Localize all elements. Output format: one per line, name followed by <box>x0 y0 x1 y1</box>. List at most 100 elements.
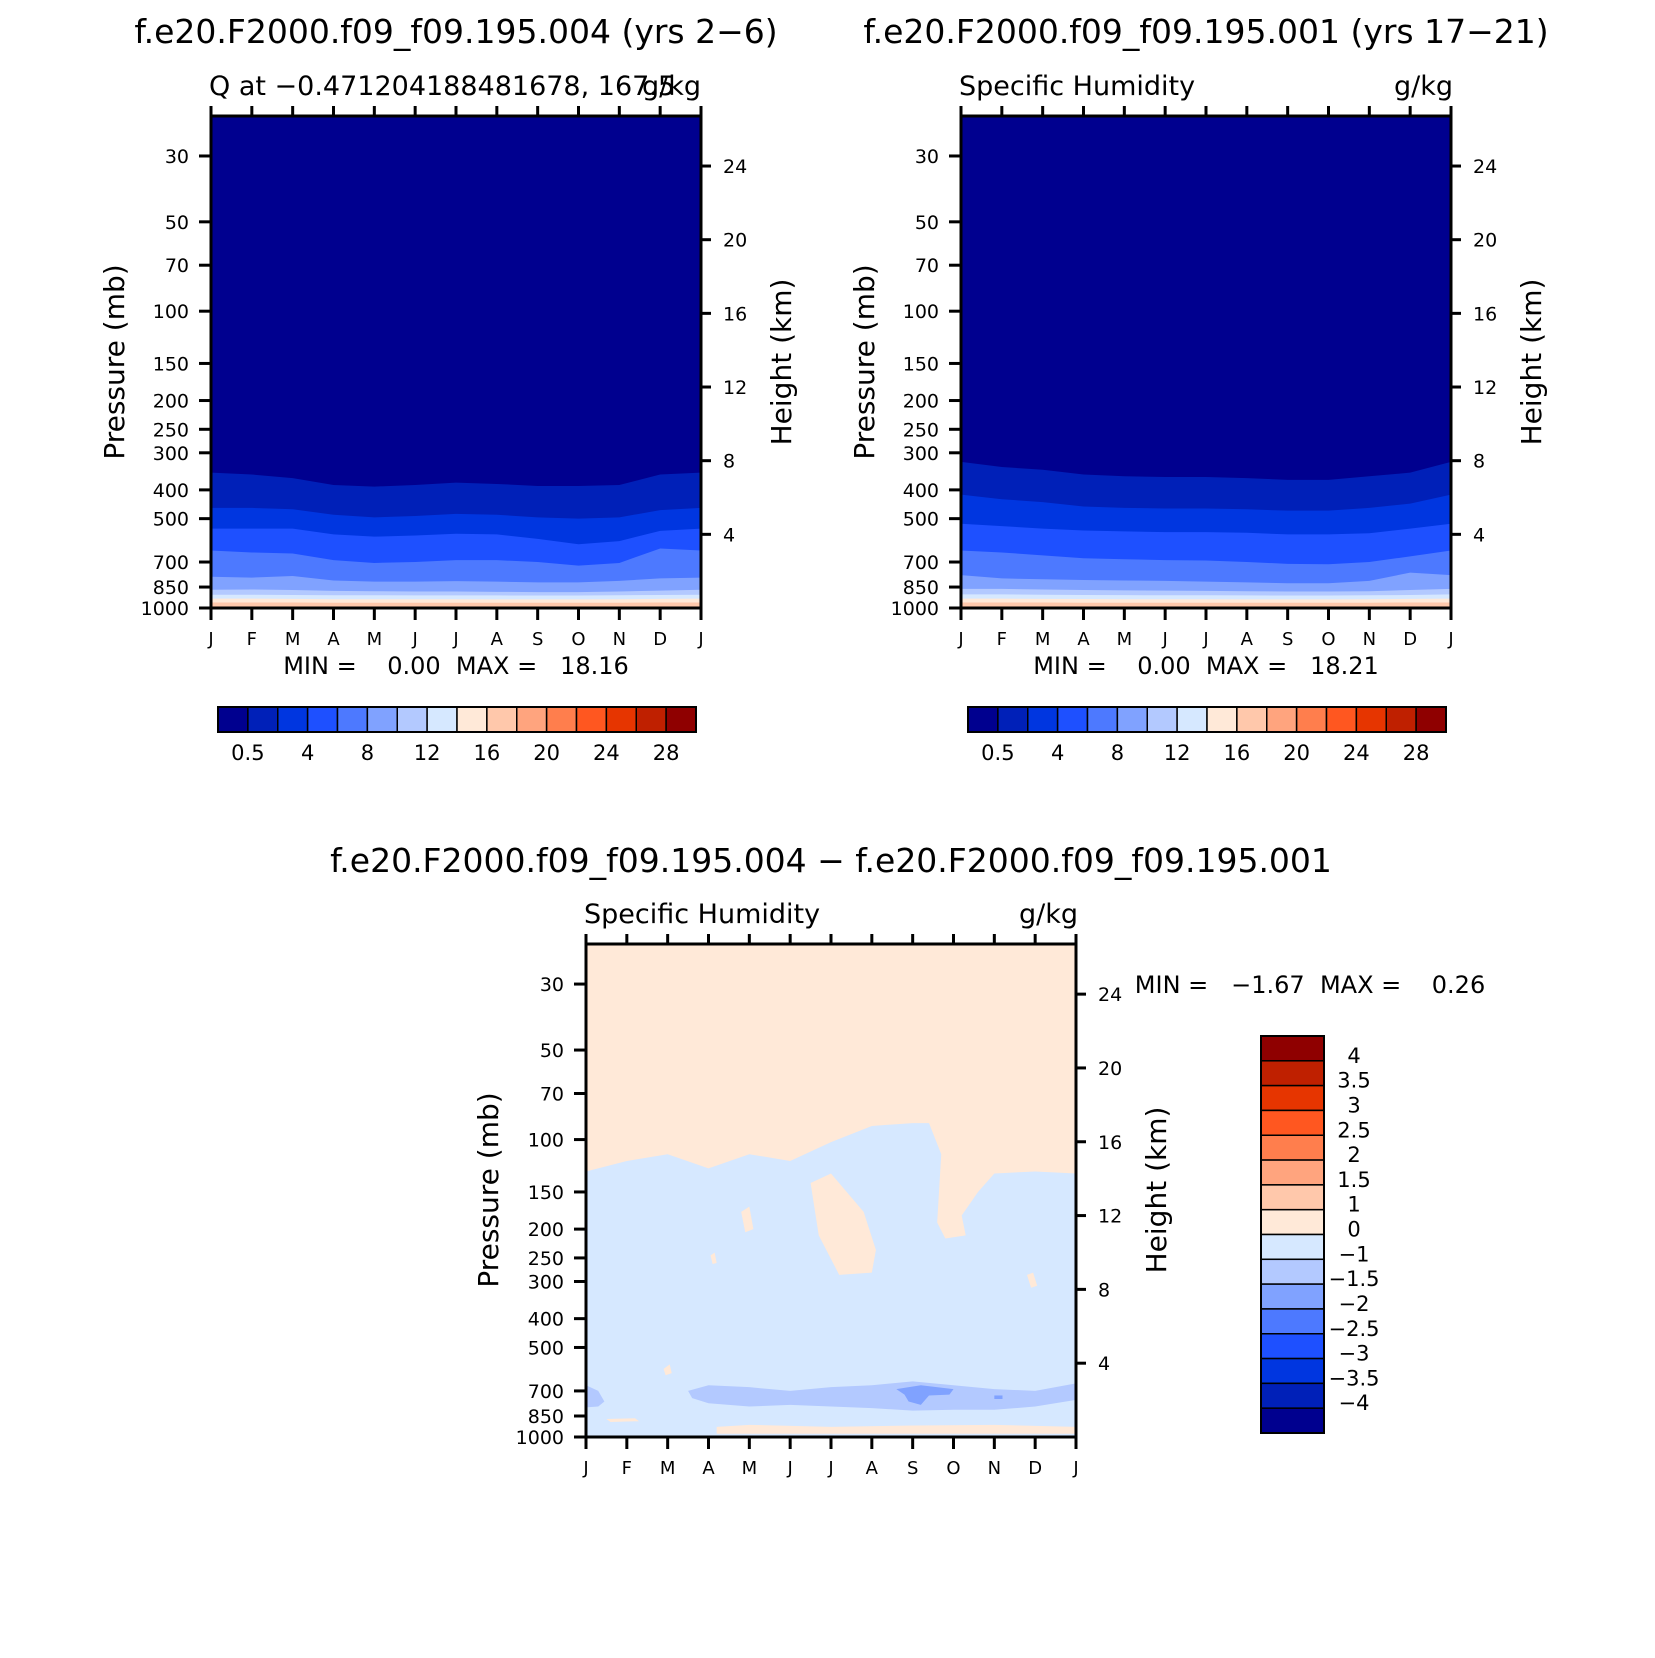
panel2-colorbar-box-1 <box>997 706 1029 733</box>
panel2-colorbar-box-3 <box>1056 706 1089 733</box>
panel1-xtick-label-3: A <box>327 629 340 650</box>
panel2-ptick-label-150: 150 <box>903 353 939 375</box>
panel-2: f.e20.F2000.f09_f09.195.001 (yrs 17−21) … <box>848 12 1549 765</box>
panel3-colorbar-box-0 <box>1260 1035 1325 1062</box>
panel2-colorbar-box-12 <box>1325 706 1358 733</box>
panel3-htick-label-16: 16 <box>1098 1132 1122 1154</box>
panel-3-plot <box>586 944 1076 1437</box>
panel1-xtick-label-11: D <box>653 629 667 650</box>
panel2-xtick-label-3: A <box>1077 629 1090 650</box>
panel1-colorbar-box-0 <box>217 706 249 733</box>
panel2-colorbar-box-15 <box>1415 706 1447 733</box>
panel-1: f.e20.F2000.f09_f09.195.004 (yrs 2−6) Q … <box>98 12 798 765</box>
panel2-ptick-label-30: 30 <box>915 146 939 168</box>
panel1-ptick-label-70: 70 <box>165 255 189 277</box>
panel-3-left-title: Specific Humidity <box>584 899 820 930</box>
panel1-colorbar-box-11 <box>545 706 578 733</box>
panel-2-ylabel: Pressure (mb) <box>848 264 881 459</box>
panel1-ptick-label-200: 200 <box>153 391 189 413</box>
panel-2-right-title: g/kg <box>1394 71 1453 102</box>
panel3-ptick-label-850: 850 <box>528 1406 564 1428</box>
panel1-colorbar-box-6 <box>396 706 428 733</box>
panel3-xtick-label-2: M <box>660 1458 676 1479</box>
panel-2-plot <box>961 116 1451 608</box>
panel2-colorbar-box-9 <box>1236 706 1268 733</box>
panel1-colorbar-box-14 <box>635 706 667 733</box>
panel-1-right-title: g/kg <box>642 71 701 102</box>
panel3-colorbar-label-10: −2 <box>1339 1292 1370 1316</box>
panel1-ptick-label-50: 50 <box>165 212 189 234</box>
panel3-colorbar-box-9 <box>1260 1258 1325 1285</box>
panel3-colorbar-label-0: 4 <box>1347 1044 1360 1068</box>
panel1-colorbar-label-6: 24 <box>593 741 620 765</box>
panel3-colorbar-box-1 <box>1260 1060 1325 1087</box>
panel2-colorbar-box-11 <box>1295 706 1328 733</box>
panel1-colorbar-box-12 <box>575 706 608 733</box>
panel3-colorbar-label-14: −4 <box>1339 1391 1370 1415</box>
panel3-colorbar-box-10 <box>1260 1283 1325 1310</box>
panel2-ptick-label-850: 850 <box>903 577 939 599</box>
panel1-ptick-label-30: 30 <box>165 146 189 168</box>
panel3-colorbar-box-13 <box>1260 1357 1325 1385</box>
panel3-xtick-label-1: F <box>622 1458 632 1479</box>
panel3-colorbar-label-9: −1.5 <box>1329 1267 1380 1291</box>
panel1-colorbar-box-13 <box>605 706 637 733</box>
panel3-ptick-label-200: 200 <box>528 1219 564 1241</box>
panel2-colorbar-label-1: 4 <box>1051 741 1064 765</box>
panel1-xtick-label-1: F <box>247 629 257 650</box>
panel3-colorbar-box-11 <box>1260 1308 1325 1335</box>
panel3-xtick-label-11: D <box>1028 1458 1042 1479</box>
panel-1-left-title: Q at −0.471204188481678, 167.5 <box>209 71 675 102</box>
panel1-colorbar-box-3 <box>306 706 339 733</box>
panel2-htick-label-24: 24 <box>1473 156 1497 178</box>
panel2-colorbar-box-5 <box>1116 706 1148 733</box>
panel3-colorbar-box-8 <box>1260 1233 1325 1261</box>
panel2-colorbar-label-4: 16 <box>1224 741 1251 765</box>
panel3-htick-label-12: 12 <box>1098 1206 1122 1228</box>
panel2-xtick-label-7: A <box>1241 629 1254 650</box>
panel3-htick-label-20: 20 <box>1098 1058 1122 1080</box>
panel-3-contours <box>586 944 1076 1437</box>
panel1-colorbar-box-4 <box>336 706 369 733</box>
panel1-xtick-label-7: A <box>491 629 504 650</box>
panel3-xtick-label-6: J <box>827 1458 833 1479</box>
panel1-xtick-label-2: M <box>285 629 301 650</box>
panel3-colorbar-box-4 <box>1260 1134 1325 1161</box>
panel1-colorbar-label-7: 28 <box>653 741 680 765</box>
panel2-xtick-label-9: O <box>1321 629 1335 650</box>
panel1-colorbar-box-9 <box>486 706 518 733</box>
panel-2-colorbar: 0.5 4 8 12 16 20 24 28 <box>967 706 1447 765</box>
panel3-region-12 <box>716 1424 1076 1434</box>
panel-2-contours <box>961 116 1451 608</box>
panel1-colorbar-box-2 <box>277 706 309 733</box>
panel2-colorbar-label-7: 28 <box>1403 741 1430 765</box>
panel-1-minmax: MIN = 0.00 MAX = 18.16 <box>283 652 629 680</box>
panel1-ptick-label-100: 100 <box>153 301 189 323</box>
panel3-colorbar-box-2 <box>1260 1084 1325 1112</box>
panel3-colorbar-label-12: −3 <box>1339 1342 1370 1366</box>
panel1-ptick-label-700: 700 <box>153 552 189 574</box>
panel1-htick-label-8: 8 <box>723 451 735 473</box>
panel3-colorbar-box-12 <box>1260 1333 1325 1360</box>
panel2-colorbar-box-14 <box>1385 706 1417 733</box>
panel1-colorbar-box-10 <box>516 706 548 733</box>
panel1-xtick-label-4: M <box>367 629 383 650</box>
panel1-colorbar-box-15 <box>665 706 697 733</box>
panel3-ptick-label-300: 300 <box>528 1271 564 1293</box>
panel1-colorbar-label-0: 0.5 <box>231 741 264 765</box>
panel3-colorbar-label-11: −2.5 <box>1329 1317 1380 1341</box>
panel3-colorbar-label-1: 3.5 <box>1337 1069 1370 1093</box>
panel3-colorbar-box-15 <box>1260 1407 1325 1434</box>
panel3-htick-label-4: 4 <box>1098 1353 1110 1375</box>
panel3-colorbar-label-5: 1.5 <box>1337 1168 1370 1192</box>
panel3-xtick-label-9: O <box>946 1458 960 1479</box>
panel2-xtick-label-2: M <box>1035 629 1051 650</box>
panel3-ptick-label-250: 250 <box>528 1248 564 1270</box>
panel3-region-1 <box>810 1173 876 1275</box>
panel-1-y2label: Height (km) <box>765 279 798 446</box>
panel-3: f.e20.F2000.f09_f09.195.004 − f.e20.F200… <box>330 841 1485 1479</box>
panel3-colorbar-label-2: 3 <box>1347 1093 1360 1117</box>
panel2-colorbar-box-10 <box>1266 706 1298 733</box>
panel2-colorbar-label-3: 12 <box>1164 741 1191 765</box>
